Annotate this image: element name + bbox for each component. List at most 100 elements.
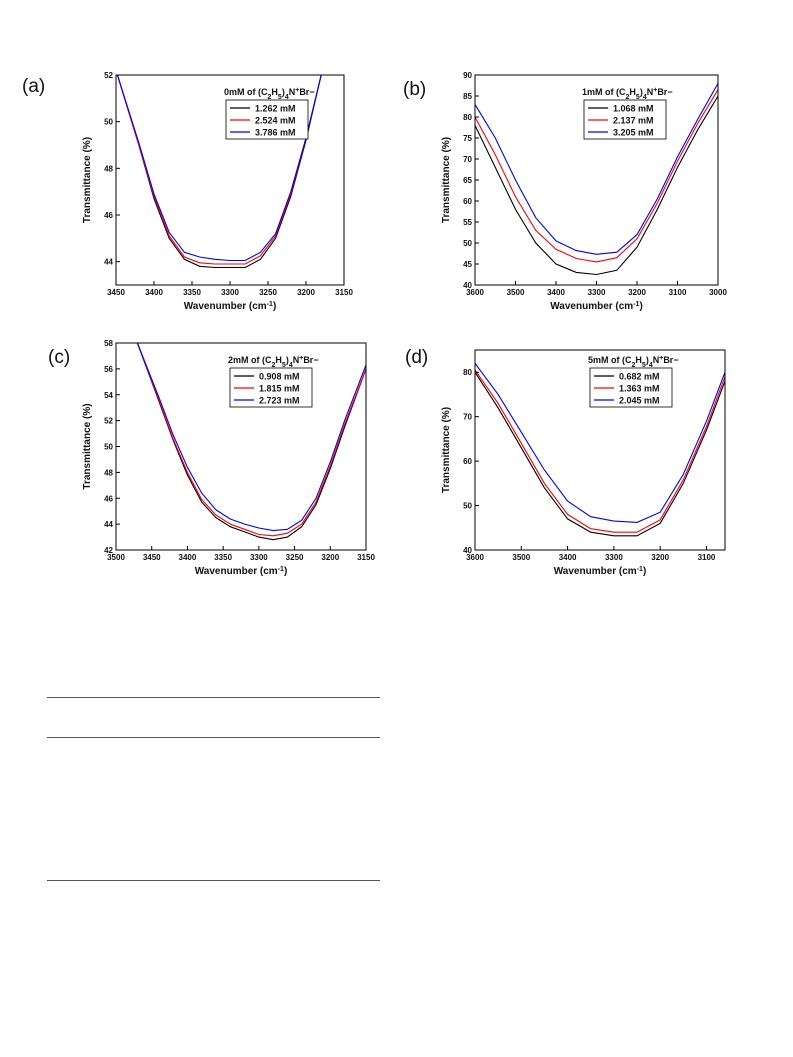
- legend-entry: 2.524 mM: [255, 116, 296, 126]
- legend-title: 0mM of (C2H5)4N+Br−: [224, 87, 315, 101]
- x-tick-label: 3400: [559, 553, 577, 562]
- x-tick-label: 3150: [357, 553, 375, 562]
- x-axis-label: Wavenumber (cm-1): [550, 301, 643, 313]
- series-line-1: [475, 95, 718, 276]
- y-tick-label: 40: [463, 281, 472, 290]
- y-tick-label: 75: [463, 134, 472, 143]
- y-tick-label: 60: [463, 197, 472, 206]
- y-tick-label: 54: [104, 391, 113, 400]
- x-tick-label: 3100: [698, 553, 716, 562]
- legend-entry: 2.723 mM: [259, 396, 300, 406]
- chart-panel-4: (d) 3600 3500 3400 3300 3200 3100 40 50 60 70 80 Wav…: [405, 347, 726, 578]
- legend-entry: 0.682 mM: [619, 372, 660, 382]
- panel-label: (a): [22, 76, 45, 97]
- y-tick-label: 65: [463, 176, 472, 185]
- series-line-3: [475, 83, 718, 255]
- y-tick-label: 90: [463, 71, 472, 80]
- legend-title: 5mM of (C2H5)4N+Br−: [588, 355, 679, 369]
- legend-entry: 0.908 mM: [259, 372, 300, 382]
- y-tick-label: 85: [463, 92, 472, 101]
- y-axis-label: Transmittance (%): [82, 403, 93, 489]
- y-tick-label: 70: [463, 413, 472, 422]
- y-tick-label: 42: [104, 546, 113, 555]
- x-tick-label: 3350: [183, 288, 201, 297]
- x-tick-label: 3300: [221, 288, 239, 297]
- table-top-rule: [47, 697, 380, 698]
- series-line-1: [475, 371, 725, 537]
- x-tick-label: 3400: [547, 288, 565, 297]
- x-tick-label: 3200: [297, 288, 315, 297]
- legend-title: 1mM of (C2H5)4N+Br−: [582, 87, 673, 101]
- y-tick-label: 50: [104, 118, 113, 127]
- y-tick-label: 58: [104, 339, 113, 348]
- x-tick-label: 3400: [179, 553, 197, 562]
- y-tick-label: 44: [104, 520, 113, 529]
- chart-panel-2: (b) 3600 3500 3400 3300 3200 3100 3000 40 45 50 55 6…: [403, 71, 727, 312]
- legend-entry: 1.262 mM: [255, 104, 296, 114]
- x-tick-label: 3150: [335, 288, 353, 297]
- y-axis-label: Transmittance (%): [441, 407, 452, 493]
- y-tick-label: 52: [104, 417, 113, 426]
- plot-frame: [474, 349, 726, 551]
- series-line-1: [116, 75, 322, 269]
- x-tick-label: 3200: [321, 553, 339, 562]
- chart-panel-3: (c) 3500 3450 3400 3350 3300 3250 3200 3150 42 44 4…: [48, 339, 375, 577]
- y-tick-label: 46: [104, 211, 113, 220]
- y-tick-label: 45: [463, 260, 472, 269]
- x-tick-label: 3500: [107, 553, 125, 562]
- legend-entry: 2.045 mM: [619, 396, 660, 406]
- y-tick-label: 50: [463, 239, 472, 248]
- x-tick-label: 3250: [286, 553, 304, 562]
- x-tick-label: 3200: [651, 553, 669, 562]
- legend-entry: 1.363 mM: [619, 384, 660, 394]
- y-tick-label: 40: [463, 546, 472, 555]
- series-line-2: [136, 343, 366, 537]
- x-tick-label: 3450: [107, 288, 125, 297]
- y-axis-label: Transmittance (%): [441, 137, 452, 223]
- x-tick-label: 3300: [588, 288, 606, 297]
- x-tick-label: 3000: [709, 288, 727, 297]
- series-line-3: [116, 75, 322, 262]
- series-line-3: [136, 343, 366, 532]
- legend-entry: 2.137 mM: [613, 116, 654, 126]
- y-axis-label: Transmittance (%): [82, 137, 93, 223]
- x-axis-label: Wavenumber (cm-1): [195, 566, 288, 578]
- x-tick-label: 3500: [512, 553, 530, 562]
- y-tick-label: 44: [104, 258, 113, 267]
- series-line-3: [475, 362, 725, 523]
- panel-label: (d): [405, 347, 428, 368]
- series-line-2: [475, 369, 725, 533]
- x-tick-label: 3350: [214, 553, 232, 562]
- y-tick-label: 80: [463, 368, 472, 377]
- x-tick-label: 3600: [466, 288, 484, 297]
- x-tick-label: 3400: [145, 288, 163, 297]
- series-line-2: [475, 89, 718, 263]
- legend-entry: 3.205 mM: [613, 128, 654, 138]
- table-bottom-rule: [47, 880, 380, 881]
- x-axis-label: Wavenumber (cm-1): [554, 566, 647, 578]
- x-tick-label: 3600: [466, 553, 484, 562]
- y-tick-label: 56: [104, 365, 113, 374]
- x-tick-label: 3300: [250, 553, 268, 562]
- x-tick-label: 3500: [507, 288, 525, 297]
- x-tick-label: 3300: [605, 553, 623, 562]
- x-tick-label: 3200: [628, 288, 646, 297]
- y-tick-label: 55: [463, 218, 472, 227]
- legend-title: 2mM of (C2H5)4N+Br−: [228, 355, 319, 369]
- table-header-rule: [47, 737, 380, 738]
- y-tick-label: 52: [104, 71, 113, 80]
- y-tick-label: 60: [463, 457, 472, 466]
- y-tick-label: 50: [463, 502, 472, 511]
- x-tick-label: 3100: [669, 288, 687, 297]
- chart-panel-1: (a) 3450 3400 3350 3300 3250 3200 3150 44 46 48 50 5…: [22, 71, 353, 313]
- series-line-1: [136, 343, 366, 541]
- panel-label: (b): [403, 79, 426, 100]
- x-axis-label: Wavenumber (cm-1): [184, 301, 277, 313]
- legend-entry: 1.815 mM: [259, 384, 300, 394]
- legend-entry: 3.786 mM: [255, 128, 296, 138]
- y-tick-label: 46: [104, 494, 113, 503]
- y-tick-label: 50: [104, 443, 113, 452]
- series-line-2: [116, 75, 322, 265]
- y-tick-label: 48: [104, 468, 113, 477]
